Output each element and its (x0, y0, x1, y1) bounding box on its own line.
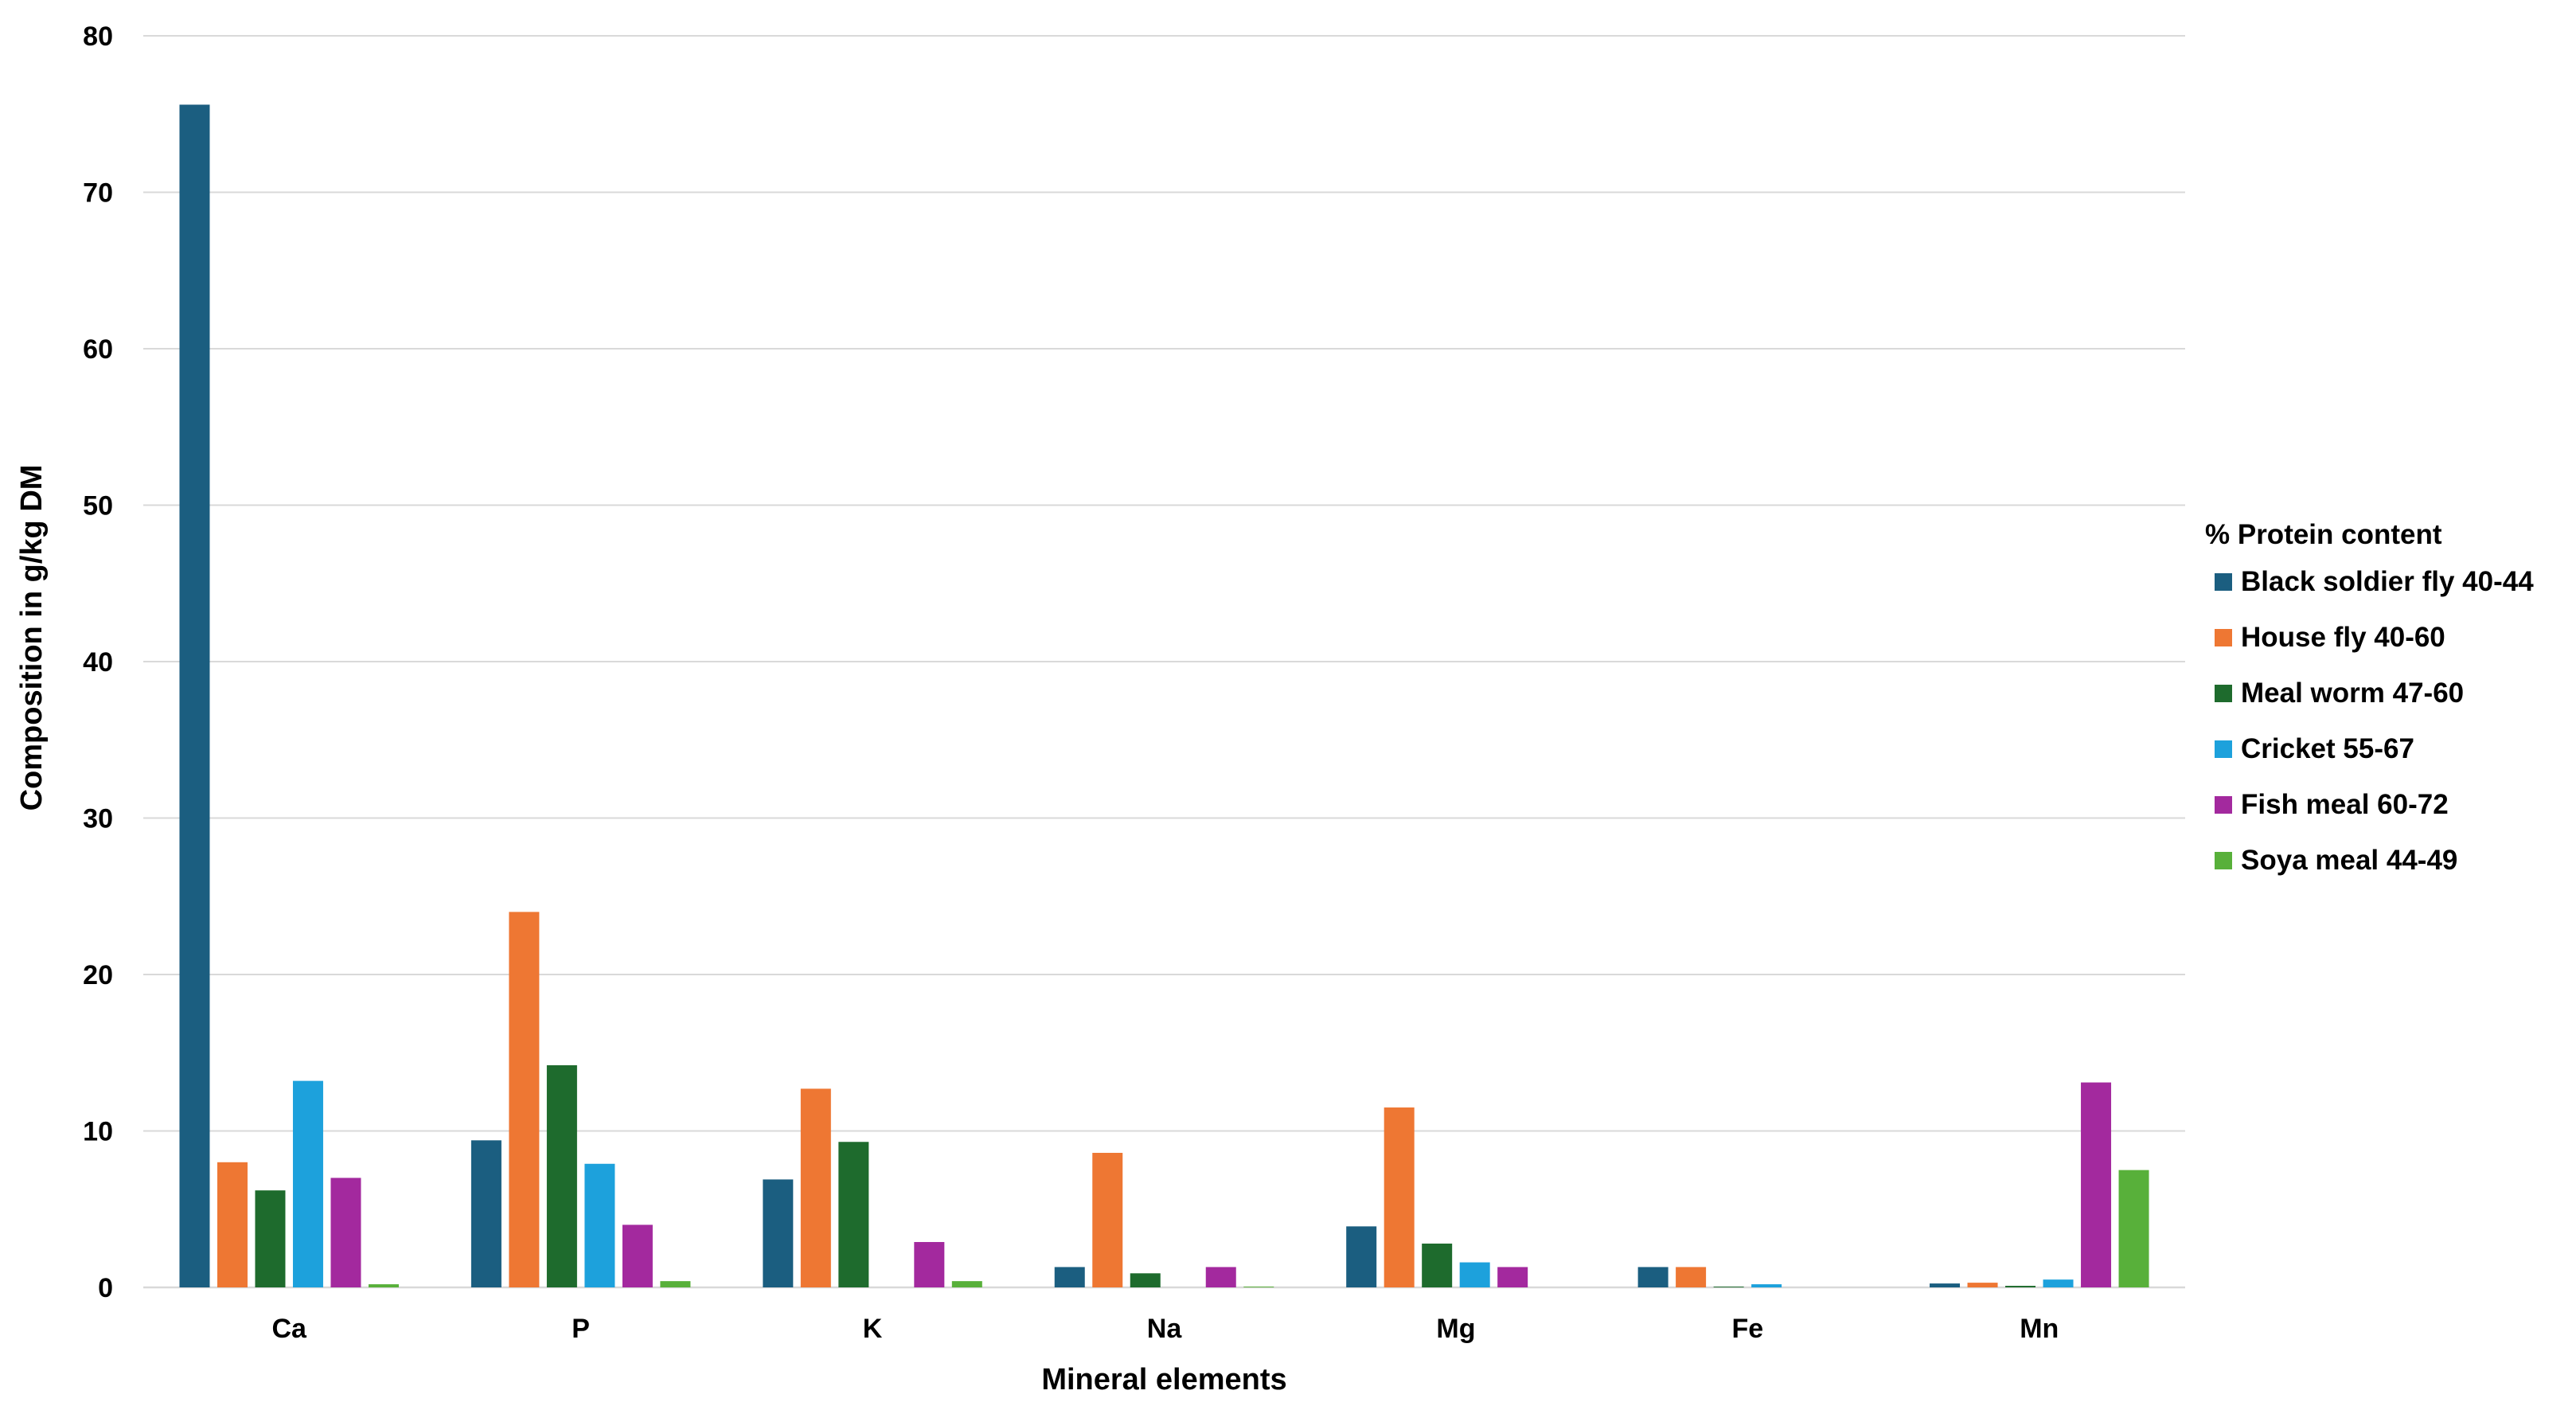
x-tick-label-mn: Mn (2020, 1314, 2059, 1344)
bar-mn-series-6 (2118, 1170, 2149, 1287)
x-tick-label-k: K (863, 1314, 883, 1344)
bar-mn-series-5 (2081, 1082, 2112, 1287)
y-tick-label: 50 (83, 491, 113, 521)
y-tick-label: 30 (83, 804, 113, 834)
bars (179, 104, 2149, 1288)
bar-na-series-1 (1054, 1267, 1085, 1287)
legend-swatch (2215, 629, 2232, 646)
bar-ca-series-6 (368, 1284, 399, 1287)
bar-p-series-2 (509, 912, 540, 1287)
bar-k-series-6 (951, 1281, 982, 1287)
legend-swatch (2215, 852, 2232, 869)
bar-mn-series-4 (2043, 1279, 2074, 1287)
bar-p-series-5 (622, 1224, 653, 1287)
bar-mg-series-3 (1422, 1243, 1453, 1287)
bar-mn-series-2 (1967, 1283, 1998, 1287)
x-tick-label-mg: Mg (1436, 1314, 1475, 1344)
bar-ca-series-1 (179, 104, 210, 1288)
legend-title: % Protein content (2205, 519, 2442, 550)
x-tick-label-na: Na (1147, 1314, 1183, 1344)
gridlines (143, 35, 2185, 1289)
bar-ca-series-2 (217, 1162, 248, 1287)
y-tick-label: 10 (83, 1117, 113, 1147)
bar-mg-series-4 (1459, 1262, 1490, 1287)
legend-swatch (2215, 685, 2232, 702)
legend-items: Black soldier fly 40-44 House fly 40-60 Me… (2215, 566, 2534, 876)
y-tick-label: 80 (83, 21, 113, 52)
legend-swatch (2215, 796, 2232, 814)
legend-entry-label: Black soldier fly 40-44 (2241, 566, 2534, 597)
legend-entry-label: Cricket 55-67 (2241, 733, 2414, 764)
x-axis-title: Mineral elements (1041, 1363, 1286, 1396)
bar-na-series-5 (1205, 1267, 1236, 1287)
y-tick-label: 0 (98, 1273, 113, 1303)
bar-p-series-6 (660, 1281, 691, 1287)
legend-entry-label: House fly 40-60 (2241, 622, 2445, 653)
bar-na-series-3 (1130, 1273, 1161, 1287)
bar-k-series-2 (800, 1088, 831, 1287)
y-tick-label: 40 (83, 647, 113, 678)
legend-entry-label: Meal worm 47-60 (2241, 678, 2464, 709)
bar-k-series-1 (763, 1179, 794, 1287)
bar-mn-series-3 (2005, 1286, 2036, 1287)
bar-fe-series-4 (1751, 1284, 1782, 1287)
legend: % Protein content Black soldier fly 40-4… (2205, 519, 2534, 876)
bar-na-series-2 (1092, 1153, 1123, 1287)
x-axis-tick-labels: Ca P K Na Mg Fe Mn (271, 1314, 2059, 1344)
x-tick-label-p: P (572, 1314, 590, 1344)
legend-entry-label: Fish meal 60-72 (2241, 789, 2449, 820)
bar-mn-series-1 (1930, 1283, 1961, 1287)
y-tick-label: 70 (83, 178, 113, 209)
y-tick-label: 60 (83, 334, 113, 365)
y-axis-title: Composition in g/kg DM (15, 465, 49, 811)
y-tick-label: 20 (83, 960, 113, 990)
bar-fe-series-2 (1676, 1267, 1707, 1287)
y-axis-tick-labels: 0 10 20 30 40 50 60 70 80 (83, 21, 113, 1303)
bar-k-series-3 (838, 1142, 869, 1287)
bar-p-series-3 (546, 1064, 577, 1287)
x-tick-label-ca: Ca (271, 1314, 307, 1344)
bar-mg-series-5 (1497, 1267, 1528, 1287)
bar-ca-series-3 (255, 1190, 286, 1287)
bar-k-series-5 (914, 1242, 945, 1287)
legend-swatch (2215, 573, 2232, 591)
bar-fe-series-1 (1637, 1267, 1669, 1287)
bar-ca-series-5 (330, 1178, 361, 1287)
bar-mg-series-2 (1384, 1107, 1415, 1287)
bar-p-series-1 (470, 1140, 502, 1287)
x-tick-label-fe: Fe (1732, 1314, 1764, 1344)
legend-swatch (2215, 740, 2232, 758)
bar-ca-series-4 (292, 1080, 323, 1287)
legend-entry-label: Soya meal 44-49 (2241, 845, 2457, 876)
bar-mg-series-1 (1346, 1226, 1377, 1287)
bar-p-series-4 (584, 1163, 615, 1287)
